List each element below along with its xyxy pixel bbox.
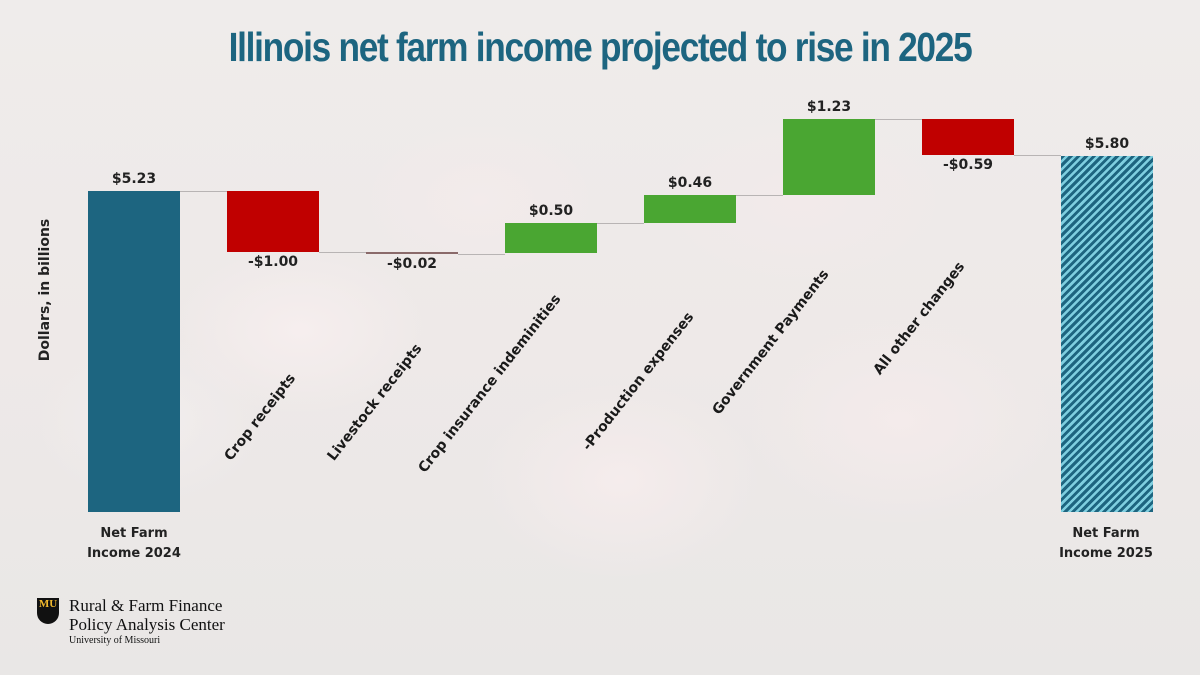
category-label-line: Income 2025 [1059,546,1153,561]
bar-livestock-receipts [366,252,458,254]
bar-net-farm-income-2024 [88,190,180,512]
value-label: $1.23 [806,99,852,116]
connector-line [597,222,644,224]
category-label-line: Net Farm [1072,526,1140,541]
value-label: -$0.02 [386,255,438,272]
connector-line [736,194,783,196]
bar-government-payments [783,119,875,195]
category-label-2025: Net Farm Income 2025 [1036,524,1176,564]
category-label-2024: Net Farm Income 2024 [64,524,204,564]
connector-line [319,252,366,254]
value-label: $0.46 [667,174,713,191]
value-label: -$1.00 [247,254,299,271]
connector-line [180,190,227,192]
logo-line-2: Policy Analysis Center [69,615,225,634]
connector-line [1014,155,1061,157]
category-label-line: Net Farm [100,526,168,541]
category-label-line: Income 2024 [87,546,181,561]
mizzou-shield-icon: MU [37,598,59,624]
connector-line [875,119,922,121]
bar-net-farm-income-2025 [1061,155,1153,512]
logo-line-3: University of Missouri [69,635,161,646]
logo-line-1: Rural & Farm Finance [69,596,223,615]
value-label: $0.50 [528,202,574,219]
bar-crop-receipts [227,190,319,253]
logo-text: Rural & Farm Finance Policy Analysis Cen… [69,596,225,648]
bar-crop-insurance-indemnities [505,222,597,254]
y-axis-label: Dollars, in billions [37,218,53,362]
bar-all-other-changes [922,119,1014,156]
value-label: $5.23 [111,170,157,187]
chart-title: Illinois net farm income projected to ri… [228,24,973,70]
connector-line [458,253,505,255]
value-label: -$0.59 [942,157,994,174]
value-label: $5.80 [1084,135,1130,152]
bar-production-expenses [644,194,736,223]
